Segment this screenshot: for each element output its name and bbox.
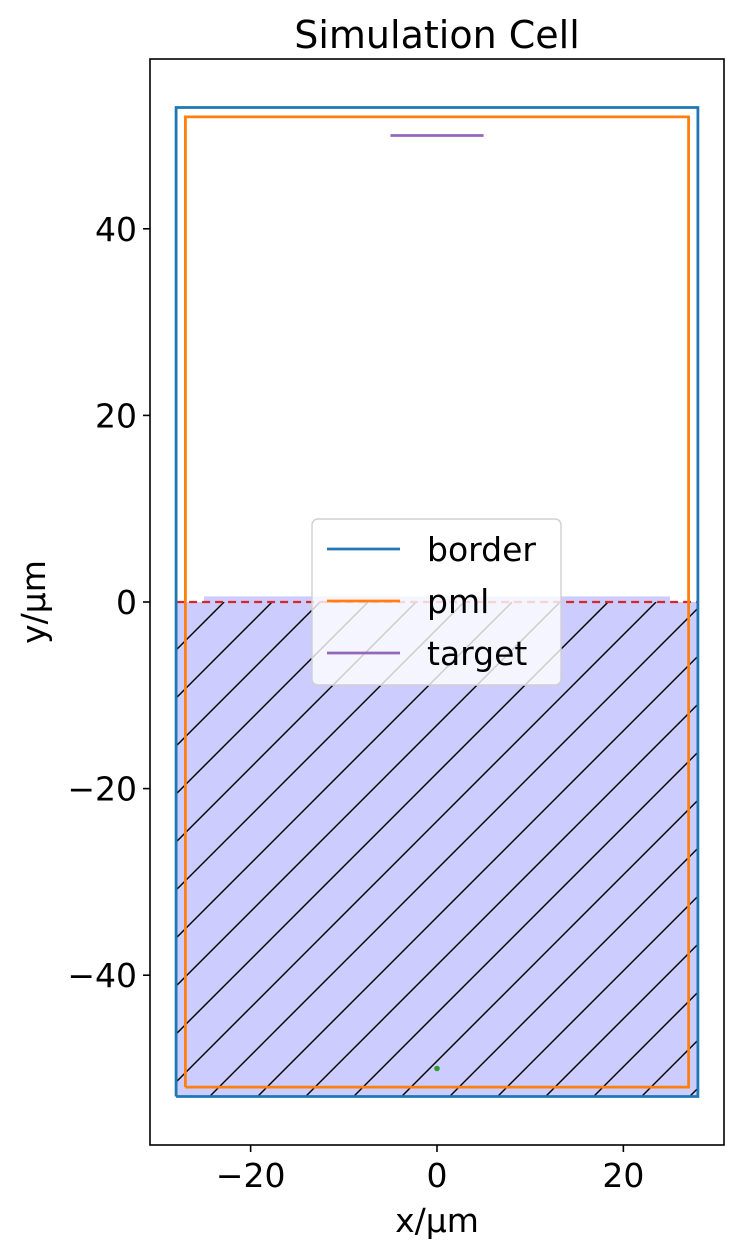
x-tick-label: 20 — [602, 1156, 644, 1195]
y-tick-label: −20 — [67, 770, 137, 809]
substrate-hatch-line — [257, 655, 698, 1097]
substrate-layer — [0, 602, 698, 1097]
y-tick-label: 40 — [95, 210, 137, 249]
legend-label-target: target — [427, 634, 527, 673]
substrate-hatch-line — [497, 895, 698, 1097]
series-pml — [184, 115, 690, 1089]
substrate-hatch-line — [209, 607, 698, 1097]
y-tick-label: 20 — [95, 396, 137, 435]
y-tick-label: −40 — [67, 956, 137, 995]
point-layer — [434, 1065, 440, 1072]
source-point — [434, 1065, 440, 1072]
legend-label-pml: pml — [427, 582, 489, 621]
legend-label-border: border — [427, 530, 536, 569]
substrate-hatch-line — [353, 751, 698, 1097]
y-axis-label: y/μm — [14, 560, 53, 644]
substrate-hatch-line — [176, 602, 657, 1083]
x-axis-label: x/μm — [395, 1201, 479, 1240]
substrate-hatch-line — [545, 943, 698, 1097]
substrate-hatch-line — [176, 602, 369, 795]
legend-box — [311, 518, 562, 686]
substrate-hatch-line — [305, 703, 698, 1097]
chart-title: Simulation Cell — [294, 13, 580, 57]
y-ticks: −40 −20 0 20 40 — [67, 210, 150, 995]
x-ticks: −20 0 20 — [216, 1145, 644, 1195]
series-border — [174, 106, 700, 1098]
substrate-hatch-line — [401, 799, 698, 1097]
substrate-hatch-line — [176, 602, 321, 747]
substrate-hatch-line — [0, 602, 128, 1096]
substrate-hatch-line — [593, 991, 698, 1097]
substrate-hatch-line — [176, 602, 273, 699]
x-tick-label: −20 — [216, 1156, 286, 1195]
x-tick-label: 0 — [427, 1156, 448, 1195]
legend: border pml target — [311, 518, 562, 686]
y-tick-label: 0 — [116, 583, 137, 622]
